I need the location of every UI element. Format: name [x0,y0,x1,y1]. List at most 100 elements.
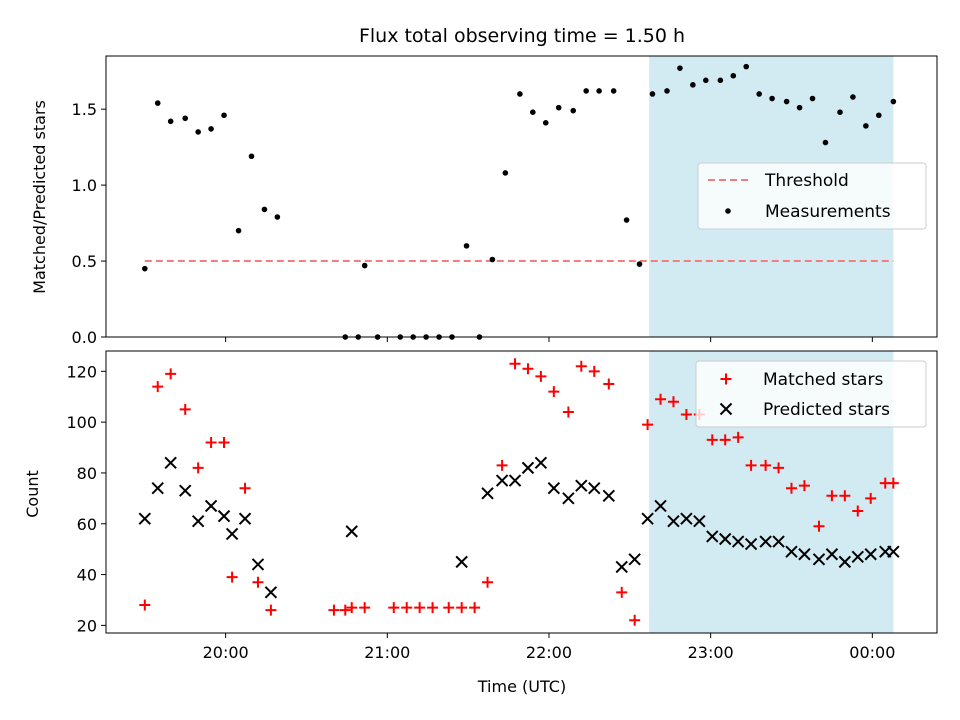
matched-star-marker [218,436,230,448]
measurement-point [649,91,656,97]
count-x-axis: 20:00 21:00 22:00 23:00 00:00 [203,633,895,662]
y-tick-label: 1.0 [72,176,97,195]
predicted-star-marker [345,525,358,538]
matched-star-marker [839,490,851,502]
matched-star-marker [456,602,468,614]
matched-star-marker [205,436,217,448]
predicted-star-marker [455,555,468,569]
count-axes-frame [105,350,938,634]
predicted-star-marker [772,535,785,548]
predicted-star-marker [534,456,548,469]
matched-star-marker [887,477,899,489]
matched-star-marker [388,602,400,614]
measurement-point [850,94,856,100]
predicted-star-marker [693,515,706,528]
predicted-star-marker [588,481,601,495]
matched-star-marker [603,378,615,390]
y-tick-label: 40 [77,566,97,585]
matched-star-marker [667,396,679,408]
predicted-star-marker [225,527,239,541]
measurement-point [248,153,255,160]
threshold-legend-label: Threshold [764,171,849,191]
x-tick-label: 20:00 [203,643,249,662]
ratio-y-axis-label: Matched/Predicted stars [30,100,49,294]
matched-star-marker [798,480,810,492]
count-panel: 20 40 60 80 100 120 20:00 21:00 22:00 23:00 00:00… [23,350,938,696]
measurement-point [555,104,562,111]
measurement-point [517,91,523,97]
predicted-star-marker [521,461,535,475]
predicted-star-marker [864,548,877,561]
matched-star-marker [443,602,455,614]
measurement-point [783,98,790,105]
predicted-star-marker [481,487,494,500]
ratio-panel: 0.0 0.5 1.0 1.5 Matched/Predicted stars Thr… [30,55,938,347]
measurement-point [822,139,829,146]
matched-star-marker [616,586,628,598]
measurement-point [167,118,174,125]
matched-star-marker [401,602,413,614]
measurement-point [261,206,268,213]
predicted-star-marker [825,548,839,561]
matched-star-marker [239,482,251,494]
ratio-y-axis: 0.0 0.5 1.0 1.5 [72,100,106,347]
measurement-point [154,100,161,106]
y-tick-label: 60 [77,515,97,534]
measurement-point [142,265,148,272]
measurement-point [274,214,281,220]
predicted-star-marker [719,532,732,546]
matched-star-marker [562,406,574,418]
measurement-point [542,120,549,126]
matched-star-marker [414,602,426,614]
y-tick-label: 20 [77,616,97,635]
count-legend: Matched stars Predicted stars [695,360,927,428]
predicted-star-marker [838,555,852,569]
measurement-point [208,126,214,132]
measurement-point [730,72,737,79]
measurement-legend-marker-icon [725,208,731,214]
measurement-point [717,77,724,84]
predicted-star-marker [851,550,864,563]
predicted-star-marker [798,548,811,561]
predicted-star-marker [264,586,278,599]
measurement-point [502,170,509,176]
matched-star-marker [865,492,877,504]
count-y-axis-label: Count [23,470,42,518]
predicted-star-marker [887,545,900,558]
predicted-star-marker [628,553,641,566]
matched-star-marker [265,604,277,616]
predicted-star-marker [138,512,152,525]
measurement-point [756,91,762,97]
predicted-star-marker [164,456,177,469]
predicted-star-marker [495,474,509,487]
matched-star-marker [785,482,797,494]
matched-star-marker [719,434,731,446]
ratio-axes-frame [105,55,938,338]
predicted-star-marker [812,553,826,566]
matched-star-marker [252,576,264,588]
matched-star-marker [813,520,825,532]
predicted-star-marker [785,545,798,558]
matched-star-marker [359,602,371,614]
matched-star-marker [852,505,864,517]
matched-star-marker [165,368,177,380]
matched-star-marker [482,576,494,588]
matched-star-marker [427,602,439,614]
y-tick-label: 100 [66,413,97,432]
matched-legend-label: Matched stars [763,370,883,390]
predicted-star-marker [217,509,231,523]
legend-box [697,162,927,230]
predicted-star-marker [744,537,758,551]
measurement-point [195,129,201,135]
predicted-star-marker [204,499,218,513]
predicted-star-marker [615,560,628,574]
predicted-star-marker [251,558,265,571]
predicted-star-marker [759,535,772,548]
matched-star-marker [588,365,600,377]
predicted-star-marker [575,479,588,492]
matched-star-marker [496,459,508,471]
measurement-point [596,88,602,94]
predicted-star-marker [731,535,745,548]
measurement-point [677,65,683,71]
matched-star-marker [139,599,151,611]
